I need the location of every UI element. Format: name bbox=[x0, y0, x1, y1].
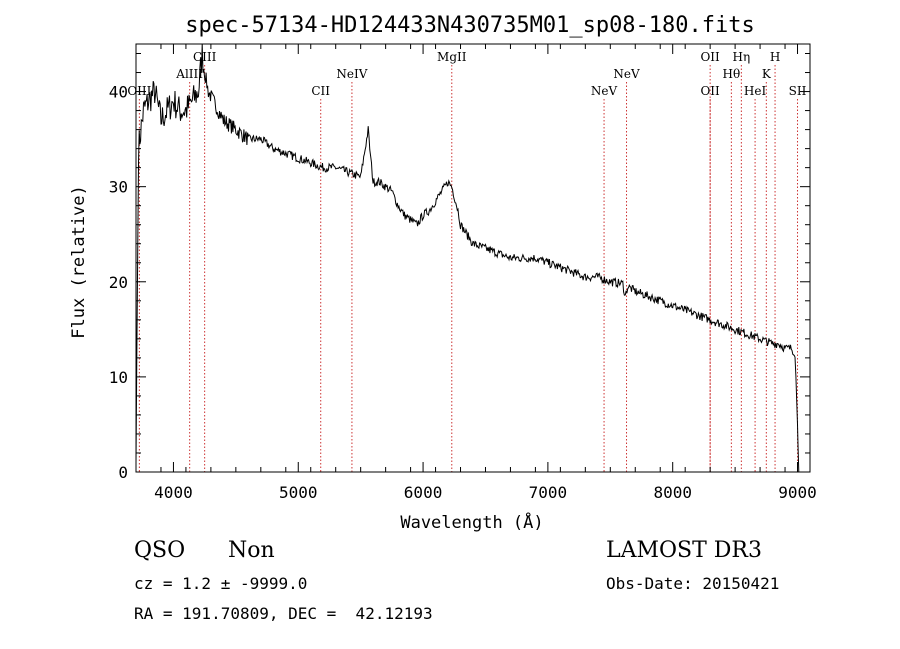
line-label-9: OII bbox=[700, 50, 720, 64]
spectrum-line bbox=[135, 43, 800, 473]
chart-title: spec-57134-HD124433N430735M01_sp08-180.f… bbox=[185, 13, 755, 38]
x-tick-label-2: 6000 bbox=[404, 483, 443, 502]
line-label-5: MgII bbox=[437, 50, 467, 64]
line-label-2: CIII bbox=[193, 50, 217, 64]
x-tick-label-1: 5000 bbox=[279, 483, 318, 502]
object-subclass: Non bbox=[228, 538, 275, 563]
line-label-11: Hη bbox=[733, 50, 751, 64]
x-tick-label-0: 4000 bbox=[154, 483, 193, 502]
line-label-1: AlIII bbox=[175, 67, 203, 81]
x-axis-label: Wavelength (Å) bbox=[400, 511, 543, 533]
y-tick-label-0: 0 bbox=[118, 463, 128, 482]
line-label-4: NeIV bbox=[336, 67, 367, 81]
line-label-14: H bbox=[770, 50, 780, 64]
line-label-15: SII bbox=[789, 84, 807, 98]
line-label-7: NeV bbox=[613, 67, 640, 81]
line-label-10: Hθ bbox=[723, 67, 741, 81]
line-label-13: K bbox=[762, 67, 772, 81]
object-class: QSO bbox=[134, 538, 186, 563]
line-label-0: OIII bbox=[127, 84, 151, 98]
plot-frame bbox=[135, 43, 811, 473]
y-tick-label-1: 10 bbox=[109, 368, 128, 387]
redshift-line: cz = 1.2 ± -9999.0 bbox=[134, 574, 308, 593]
spectrum-chart: spec-57134-HD124433N430735M01_sp08-180.f… bbox=[69, 13, 817, 533]
line-label-3: CII bbox=[311, 84, 330, 98]
coordinates-line: RA = 191.70809, DEC = 42.12193 bbox=[134, 604, 433, 623]
y-tick-label-2: 20 bbox=[109, 273, 128, 292]
y-tick-label-3: 30 bbox=[109, 178, 128, 197]
survey-name: LAMOST DR3 bbox=[606, 538, 762, 563]
line-label-6: NeV bbox=[591, 84, 618, 98]
x-tick-label-3: 7000 bbox=[529, 483, 568, 502]
y-axis-label: Flux (relative) bbox=[69, 185, 89, 339]
y-tick-label-4: 40 bbox=[109, 83, 128, 102]
observation-date: Obs-Date: 20150421 bbox=[606, 574, 780, 593]
line-markers: OIIIAlIIICIIICIINeIVMgIINeVNeVOIIOIIHθHη… bbox=[127, 50, 807, 472]
x-tick-label-5: 9000 bbox=[778, 483, 817, 502]
x-tick-label-4: 8000 bbox=[653, 483, 692, 502]
axis-ticks: 4000 5000 6000 7000 8000 9000 0 10 20 30 40 bbox=[109, 44, 817, 502]
line-label-12: HeI bbox=[744, 84, 767, 98]
